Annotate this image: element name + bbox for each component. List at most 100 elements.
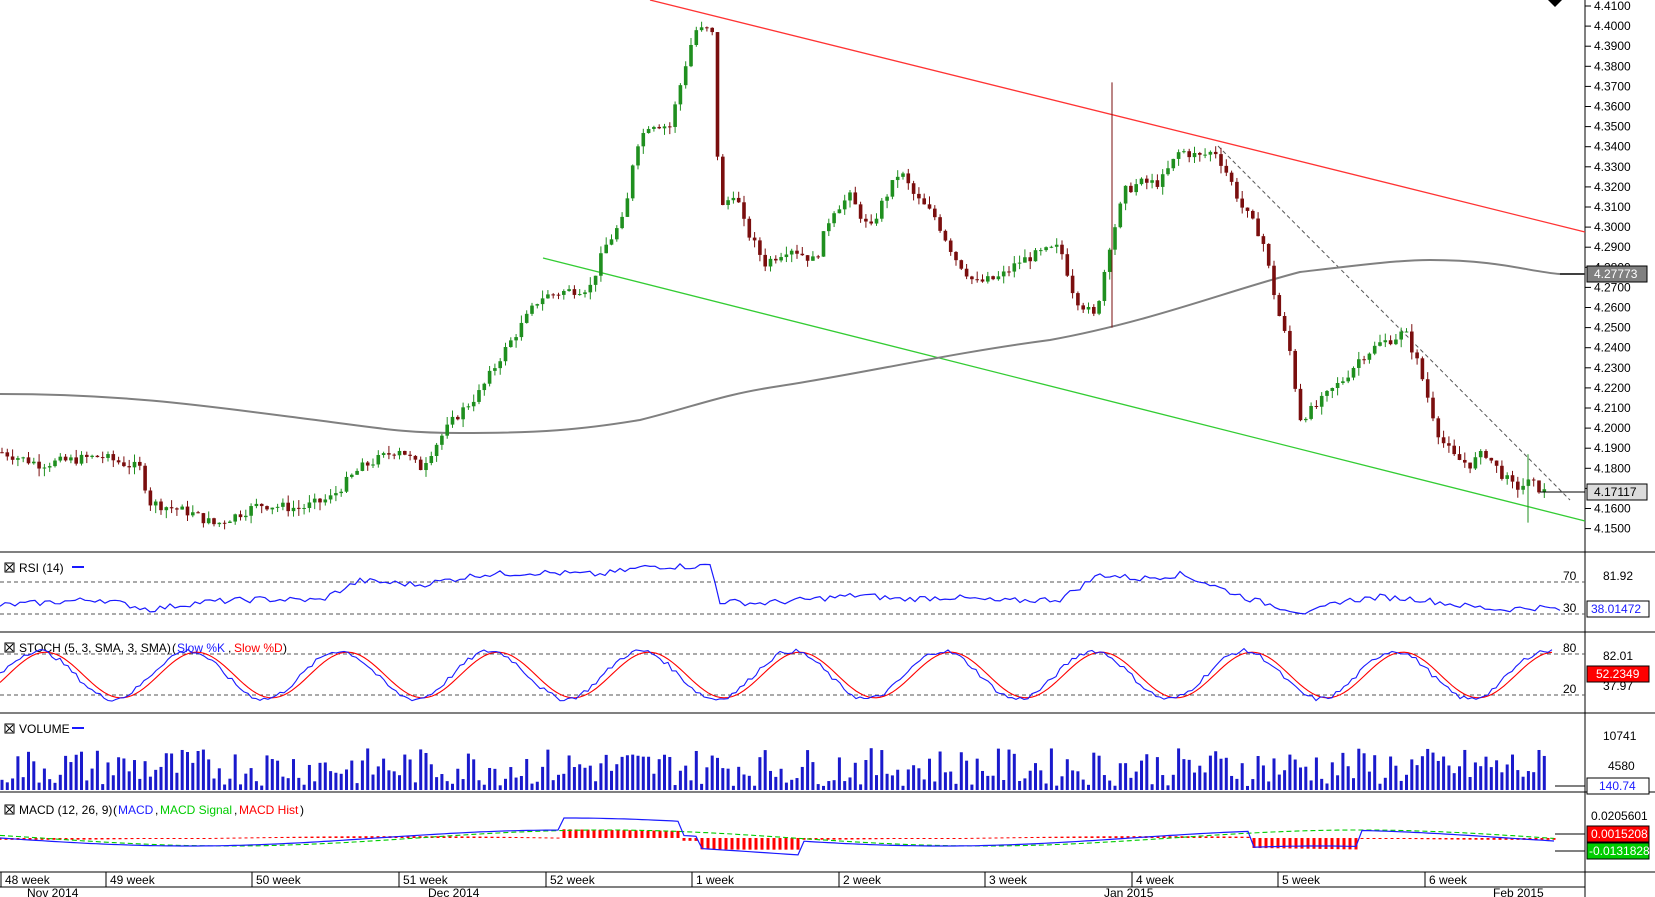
macd-hist-bar: [592, 829, 596, 838]
candle: [1076, 291, 1080, 311]
stoch-value-label: 52.2349: [1596, 667, 1640, 681]
macd-hist-bar: [1378, 838, 1382, 839]
volume-bar: [302, 784, 306, 790]
volume-bar: [1224, 757, 1228, 790]
macd-hist-bar: [1066, 836, 1070, 838]
volume-bar: [694, 750, 698, 790]
rsi-toggle-icon[interactable]: [4, 562, 15, 573]
volume-bar: [1198, 765, 1202, 790]
macd-hist-bar: [1438, 838, 1442, 840]
macd-hist-bar: [460, 836, 464, 838]
volume-bar: [647, 756, 651, 790]
candle: [1266, 243, 1271, 269]
volume-bar: [85, 780, 89, 790]
macd-hist-bar: [964, 837, 968, 839]
candle: [1410, 324, 1414, 360]
macd-hist-bar: [478, 836, 482, 838]
volume-bar: [191, 762, 195, 790]
macd-hist-bar: [448, 836, 452, 838]
macd-hist-bar: [898, 838, 902, 839]
candle: [1277, 292, 1282, 317]
candle: [689, 38, 693, 68]
macd-hist-bar: [1318, 838, 1322, 849]
volume-bar: [1452, 773, 1456, 790]
volume-bar: [689, 780, 693, 790]
candle: [678, 83, 683, 111]
candle: [1176, 149, 1181, 166]
macd-hist-bar: [412, 836, 416, 838]
candle: [874, 213, 879, 226]
volume-bar: [461, 779, 465, 790]
volume-bar: [1378, 783, 1382, 790]
macd-hist-bar: [286, 836, 290, 838]
volume-bar: [1330, 762, 1334, 790]
macd-hist-bar: [1108, 836, 1112, 838]
candle: [1468, 462, 1472, 474]
candle: [5, 448, 10, 461]
volume-bar: [731, 785, 735, 790]
volume-bar: [1034, 763, 1037, 790]
candle: [456, 415, 460, 421]
rsi-value-box: [1586, 600, 1650, 618]
candle: [1102, 269, 1107, 306]
volume-bar: [625, 755, 629, 790]
candle: [694, 26, 699, 47]
candle: [752, 232, 757, 248]
volume-bar: [1087, 784, 1090, 790]
volume-bar: [525, 758, 529, 790]
month-label: Feb 2015: [1493, 886, 1544, 897]
candle: [986, 271, 990, 284]
candle: [1298, 383, 1303, 422]
stoch-toggle-icon[interactable]: [4, 642, 15, 653]
candle: [1065, 248, 1070, 278]
candle: [206, 511, 211, 525]
macd-hist-bar: [508, 836, 512, 838]
macd-hist-bar: [202, 838, 206, 839]
macd-toggle-icon[interactable]: [4, 804, 15, 815]
candle: [747, 216, 752, 241]
volume-bar: [1012, 753, 1016, 790]
svg-text:): ): [300, 803, 304, 817]
candle: [588, 277, 593, 300]
volume-bar: [795, 778, 799, 790]
candle: [1351, 366, 1356, 381]
ma-value-label: 4.27773: [1594, 267, 1638, 281]
candle: [795, 244, 799, 259]
candle: [1160, 169, 1165, 195]
macd-hist-bar: [328, 836, 332, 838]
candle: [758, 237, 762, 262]
candle: [312, 493, 317, 510]
candle: [726, 196, 730, 210]
stoch-d-legend: Slow %D: [234, 641, 283, 655]
svg-text:,: ,: [234, 803, 237, 817]
macd-hist-bar: [1450, 838, 1454, 840]
price-tick-label: 4.1500: [1594, 522, 1631, 536]
candle: [1198, 151, 1202, 162]
volume-bar: [164, 753, 168, 790]
macd-hist-bar: [376, 836, 380, 838]
candle: [805, 255, 810, 267]
candle: [291, 500, 296, 517]
candle: [418, 456, 423, 471]
volume-bar: [80, 751, 83, 790]
macd-hist-bar: [1102, 836, 1106, 838]
macd-hist-bar: [280, 836, 284, 838]
volume-bar: [1314, 757, 1318, 790]
candle: [991, 275, 995, 281]
scroll-indicator-icon[interactable]: [1548, 0, 1562, 7]
volume-toggle-icon[interactable]: [4, 723, 15, 734]
volume-bar: [1267, 781, 1271, 790]
macd-hist-bar: [652, 830, 656, 838]
volume-bar: [721, 768, 725, 790]
volume-bar: [970, 784, 974, 790]
macd-hist-bar: [1030, 836, 1034, 838]
candle: [111, 450, 116, 468]
candle: [191, 505, 195, 518]
volume-bar: [933, 781, 937, 790]
volume-bar: [1081, 779, 1085, 790]
volume-bar: [737, 766, 741, 790]
candle: [37, 454, 41, 477]
volume-bar: [1055, 785, 1059, 790]
candle: [858, 201, 863, 223]
volume-bar: [1484, 756, 1488, 790]
